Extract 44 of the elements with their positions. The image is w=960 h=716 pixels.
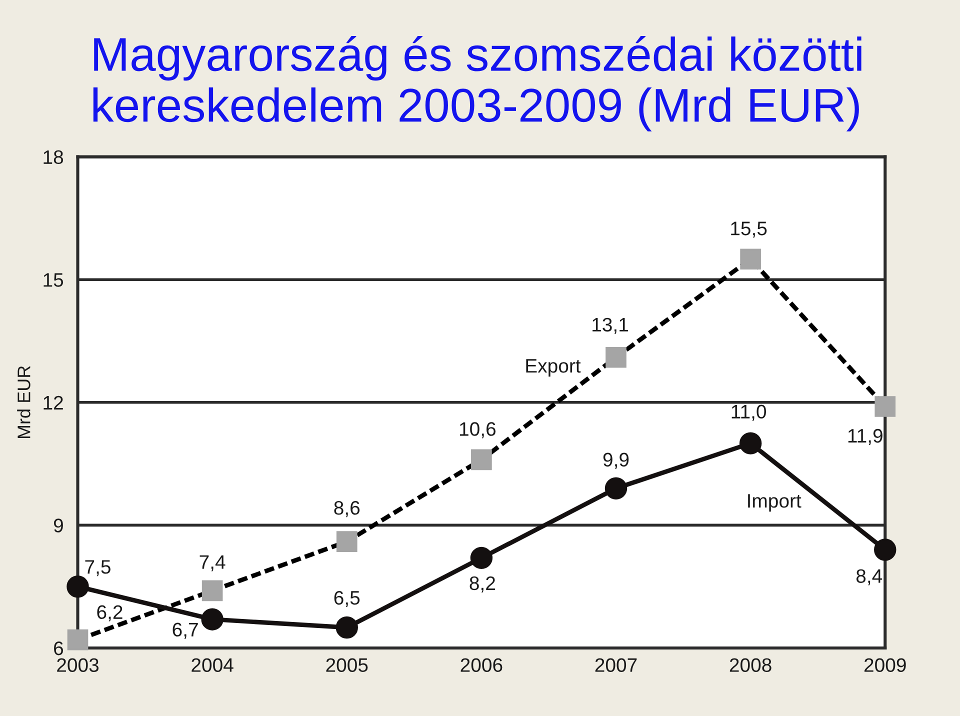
- point: [874, 396, 896, 417]
- data-label: 6,2: [97, 605, 122, 622]
- data-label: 10,6: [460, 422, 496, 438]
- point: [202, 580, 223, 602]
- y-tick-label: 12: [44, 396, 63, 410]
- data-label: 9,9: [603, 452, 629, 469]
- data-label: 8,2: [470, 576, 495, 592]
- x-tick-label: 2004: [192, 658, 234, 672]
- point: [604, 477, 628, 500]
- data-label: 11,0: [732, 404, 766, 421]
- data-label: 6,7: [172, 622, 198, 639]
- series-label: Import: [748, 494, 802, 512]
- data-label: 7,4: [200, 555, 226, 572]
- point: [874, 538, 896, 561]
- y-tick-label: 6: [54, 641, 64, 656]
- point: [66, 575, 89, 598]
- point: [606, 346, 626, 368]
- x-tick-label: 2005: [326, 658, 368, 672]
- data-label: 11,9: [848, 428, 882, 445]
- x-tick-label: 2007: [595, 658, 637, 672]
- x-tick-label: 2003: [57, 658, 99, 672]
- series-label: Export: [526, 359, 581, 377]
- point: [336, 531, 358, 552]
- point: [739, 432, 762, 454]
- data-label: 15,5: [731, 222, 767, 238]
- y-tick-label: 9: [54, 518, 63, 532]
- data-label: 8,6: [334, 501, 360, 518]
- data-label: 13,1: [592, 318, 628, 334]
- data-label: 8,4: [856, 569, 882, 586]
- x-tick-label: 2006: [460, 658, 502, 672]
- point: [67, 629, 88, 650]
- point: [201, 608, 224, 630]
- point: [470, 546, 493, 570]
- point: [336, 616, 358, 639]
- y-tick-label: 15: [44, 273, 64, 287]
- data-label: 7,5: [85, 560, 110, 576]
- point: [471, 449, 492, 470]
- chart-title: Magyarország és szomszédai közötti kereskedelem 2003-2009 (Mrd EUR): [93, 36, 862, 132]
- x-tick-label: 2009: [864, 658, 906, 672]
- y-axis-title: Mrd EUR: [17, 366, 30, 438]
- point: [740, 248, 761, 270]
- data-label: 6,5: [334, 590, 360, 608]
- x-tick-label: 2008: [730, 658, 772, 672]
- y-tick-label: 18: [44, 150, 64, 164]
